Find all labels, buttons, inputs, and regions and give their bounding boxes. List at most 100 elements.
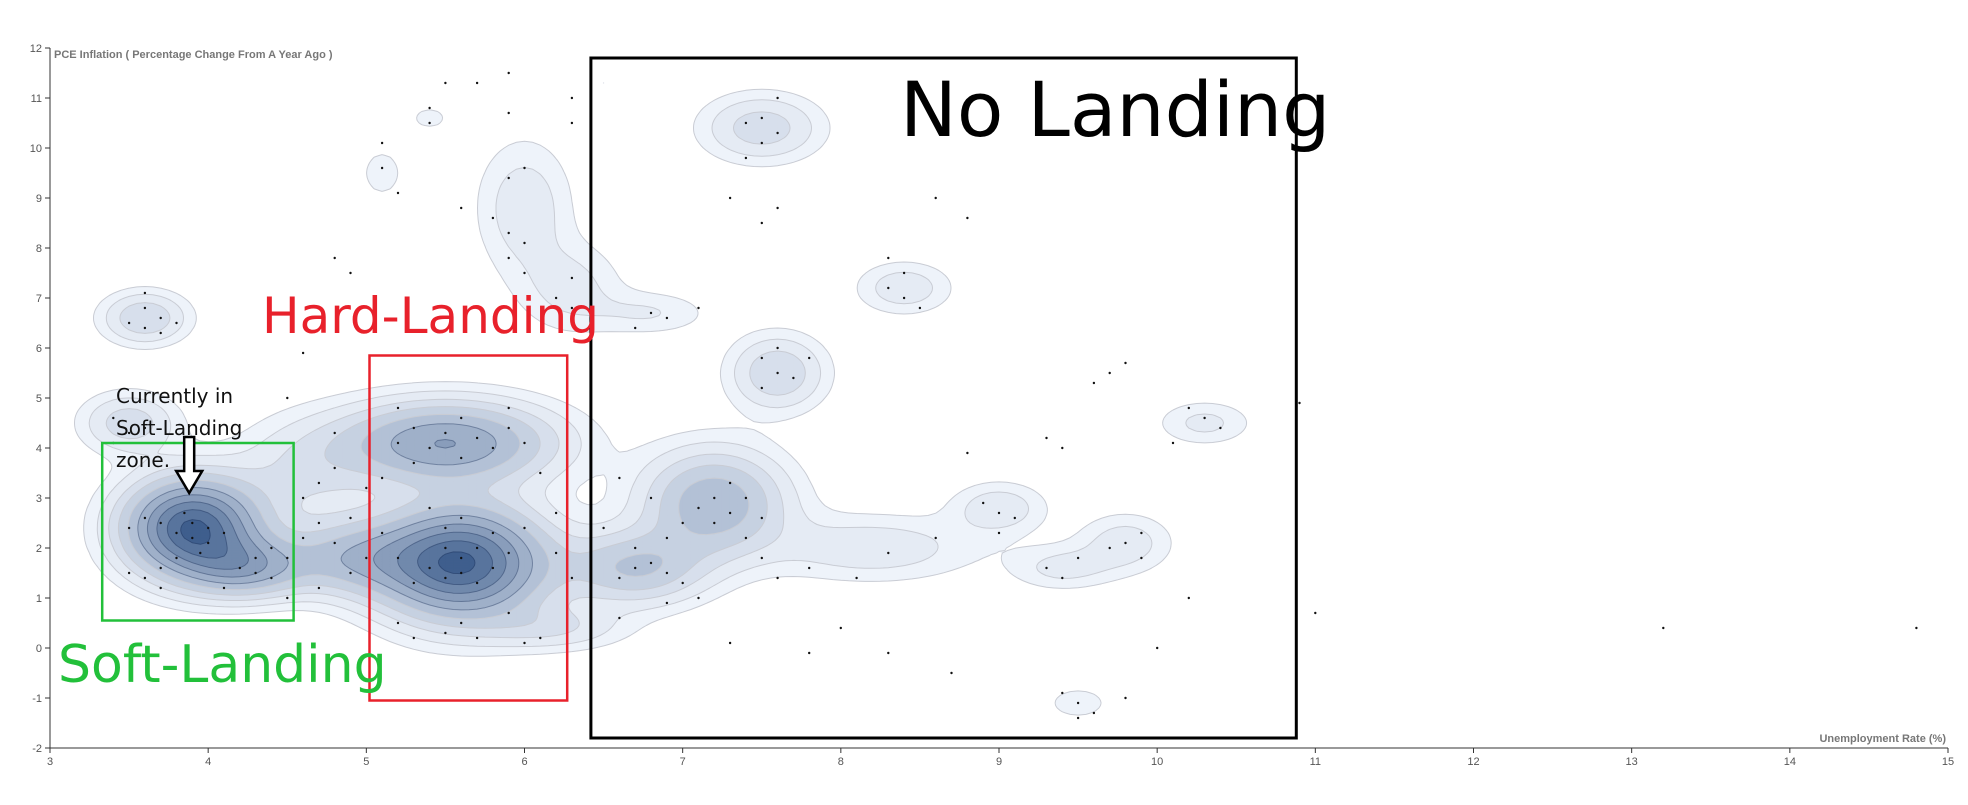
data-point (760, 556, 763, 560)
current-zone-note-line-3: zone. (116, 448, 170, 472)
data-point (460, 621, 463, 625)
data-point (143, 291, 147, 295)
data-point (997, 531, 1001, 535)
data-point (618, 476, 621, 480)
density-contours (74, 82, 1248, 716)
data-point (618, 576, 621, 580)
data-point (301, 351, 305, 355)
x-tick-label: 11 (1310, 756, 1321, 768)
data-point (776, 206, 779, 210)
data-point (444, 546, 447, 550)
data-point (460, 456, 463, 460)
data-point (333, 431, 336, 435)
data-point (143, 306, 147, 310)
data-point (301, 536, 305, 540)
data-point (1045, 566, 1048, 570)
y-axis-title: PCE Inflation ( Percentage Change From A… (54, 49, 333, 61)
data-point (760, 116, 763, 120)
landing-regions (100, 56, 1298, 740)
data-point (199, 551, 202, 555)
annotations: No Landing Hard-Landing Soft-Landing Cur… (58, 65, 1330, 695)
x-tick-label: 9 (996, 756, 1002, 768)
soft-landing-label: Soft-Landing (58, 635, 387, 695)
data-point (728, 511, 732, 515)
data-point (317, 586, 321, 590)
data-point (143, 516, 147, 520)
data-point (333, 256, 336, 260)
data-point (887, 551, 890, 555)
data-point (997, 511, 1001, 515)
data-point (491, 216, 495, 220)
data-point (934, 536, 937, 540)
data-point (1061, 691, 1064, 695)
data-point (570, 306, 574, 310)
data-point (349, 271, 352, 275)
data-point (982, 501, 985, 505)
data-point (270, 576, 273, 580)
data-point (175, 321, 178, 325)
data-point (697, 596, 700, 600)
data-point (776, 96, 779, 100)
data-point (191, 536, 194, 540)
data-point (966, 216, 969, 220)
data-point (539, 471, 542, 475)
data-point (254, 556, 257, 560)
data-point (728, 481, 732, 485)
data-point (127, 526, 131, 530)
data-point (1076, 716, 1080, 720)
data-point (1314, 611, 1317, 615)
data-point (523, 441, 526, 445)
data-point (634, 546, 637, 550)
data-point (317, 521, 321, 525)
data-point (428, 446, 431, 450)
data-point (634, 326, 637, 330)
data-point (475, 436, 479, 440)
data-point (728, 641, 732, 645)
data-point (1045, 436, 1048, 440)
y-tick-label: 2 (36, 543, 42, 555)
axes: 3 4 5 6 7 8 9 10 11 12 13 14 15 -2-10123456789101112… (30, 43, 1954, 768)
data-point (1662, 626, 1665, 630)
x-tick-label: 3 (47, 756, 53, 768)
data-point (950, 671, 953, 675)
y-tick-label: 7 (36, 293, 42, 305)
soft-landing-box (100, 441, 295, 622)
data-point (554, 511, 558, 515)
data-point (286, 396, 289, 400)
contour-line-4 (117, 372, 779, 629)
data-point (175, 531, 178, 535)
data-point (681, 581, 684, 585)
x-axis-ticks: 3 4 5 6 7 8 9 10 11 12 13 14 15 (47, 748, 1954, 768)
data-point (428, 506, 431, 510)
y-tick-label: 12 (30, 43, 42, 55)
x-tick-label: 14 (1784, 756, 1796, 768)
data-point (839, 626, 842, 630)
data-point (238, 566, 241, 570)
data-point (523, 166, 526, 170)
data-point (396, 621, 400, 625)
data-point (1156, 646, 1159, 650)
y-tick-label: 5 (36, 393, 42, 405)
data-point (428, 121, 431, 125)
data-point (412, 636, 415, 640)
y-tick-label: 9 (36, 193, 42, 205)
data-point (744, 536, 748, 540)
data-point (475, 636, 479, 640)
data-point (934, 196, 937, 200)
data-point (222, 531, 226, 535)
data-point (159, 521, 162, 525)
x-tick-label: 15 (1942, 756, 1954, 768)
data-point (191, 521, 194, 525)
data-point (887, 256, 890, 260)
data-point (491, 531, 495, 535)
x-tick-label: 13 (1626, 756, 1638, 768)
data-point (475, 81, 479, 85)
data-point (444, 526, 447, 530)
data-point (1203, 416, 1206, 420)
data-point (460, 206, 463, 210)
data-point (618, 616, 621, 620)
down-arrow-icon (173, 435, 205, 496)
data-point (1298, 401, 1301, 405)
